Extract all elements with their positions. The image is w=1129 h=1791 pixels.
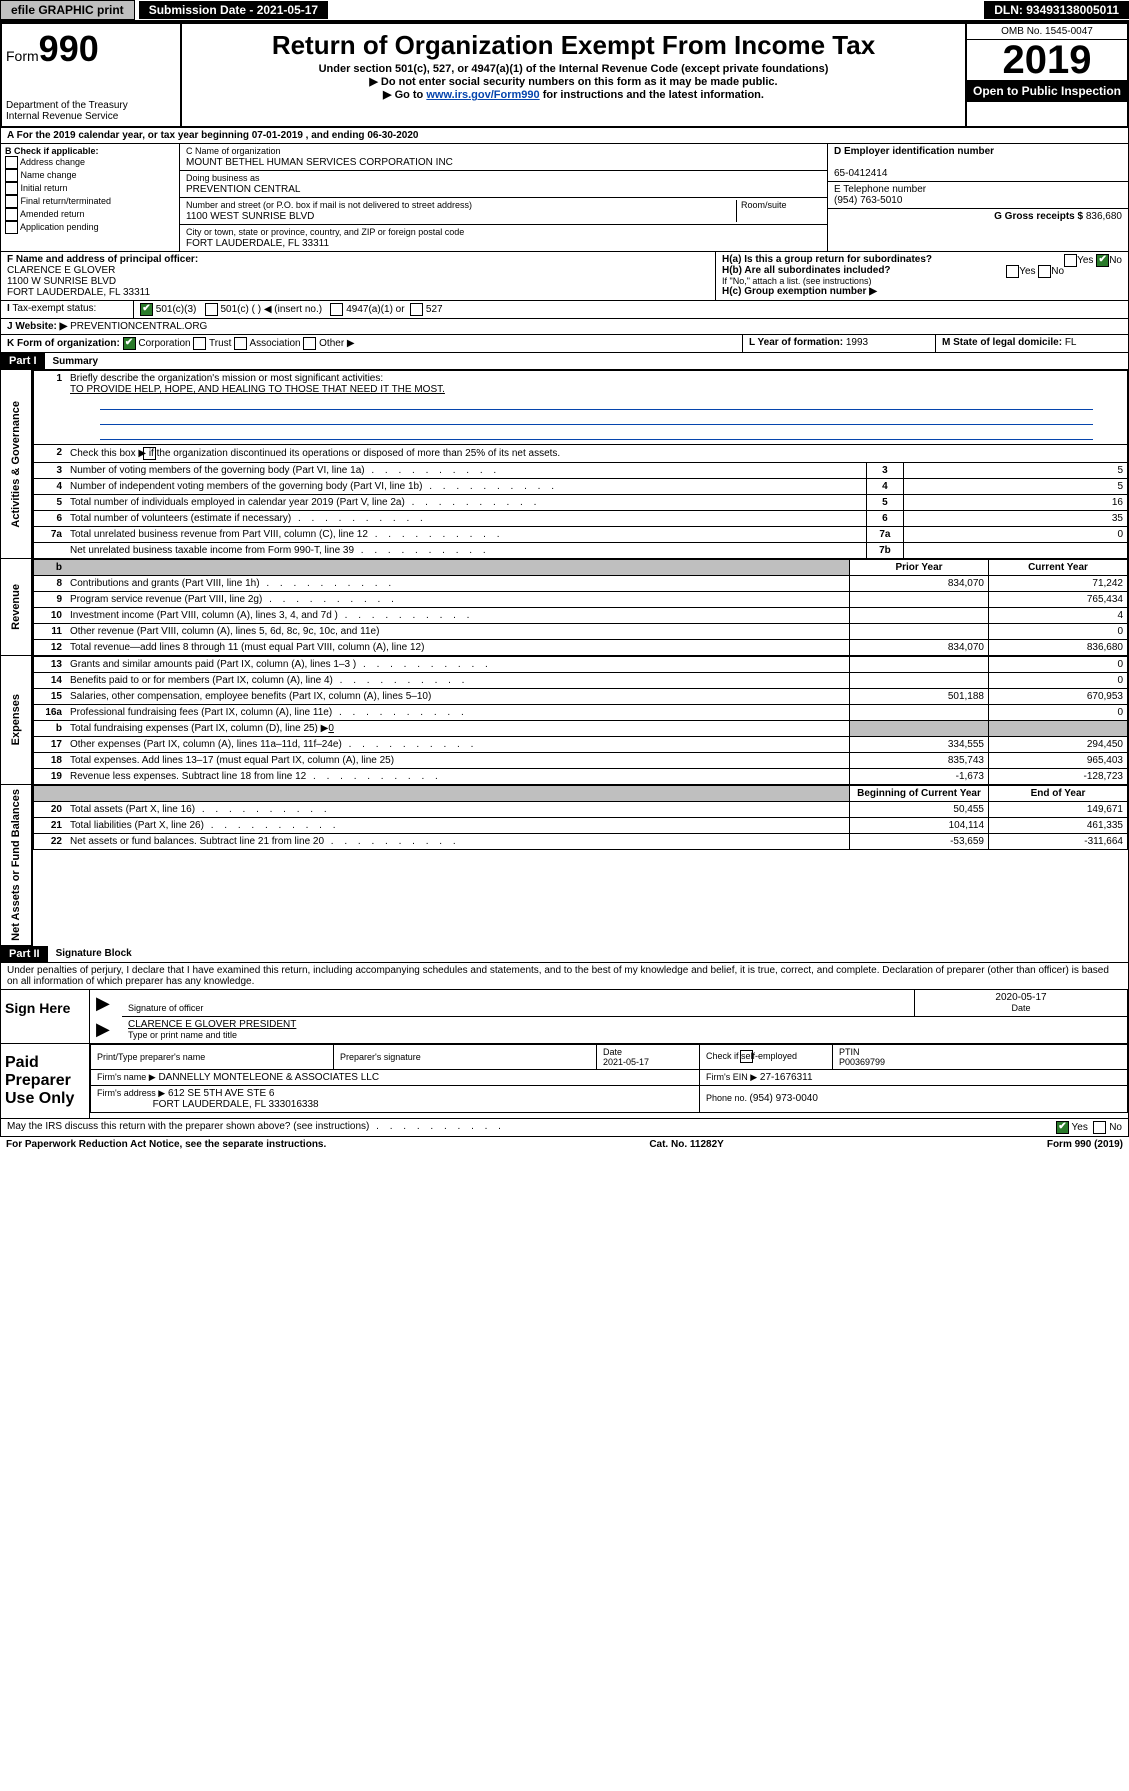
org-name: MOUNT BETHEL HUMAN SERVICES CORPORATION …	[186, 157, 453, 168]
org-address: 1100 WEST SUNRISE BLVD	[186, 211, 314, 222]
form-title: Return of Organization Exempt From Incom…	[186, 30, 961, 61]
revenue-section: Revenue bPrior YearCurrent Year 8Contrib…	[0, 559, 1129, 656]
check-501c[interactable]	[205, 303, 218, 316]
efile-button[interactable]: efile GRAPHIC print	[0, 0, 135, 20]
hb-yes[interactable]	[1006, 265, 1019, 278]
tax-year: 2019	[967, 40, 1127, 80]
sign-here-section: Sign Here ▶ Signature of officer 2020-05…	[0, 990, 1129, 1044]
governance-label: Activities & Governance	[8, 397, 24, 532]
hb-no[interactable]	[1038, 265, 1051, 278]
net-assets-label: Net Assets or Fund Balances	[8, 785, 24, 945]
check-assoc[interactable]	[234, 337, 247, 350]
irs-label: Internal Revenue Service	[6, 111, 176, 122]
check-527[interactable]	[410, 303, 423, 316]
org-dba: PREVENTION CENTRAL	[186, 184, 300, 195]
klm-row: K Form of organization: Corporation Trus…	[0, 335, 1129, 353]
irs-link[interactable]: www.irs.gov/Form990	[426, 89, 539, 101]
check-501c3[interactable]	[140, 303, 153, 316]
submission-date: Submission Date - 2021-05-17	[139, 1, 328, 19]
entity-info-grid: B Check if applicable: Address change Na…	[0, 144, 1129, 252]
check-corp[interactable]	[123, 337, 136, 350]
dln-label: DLN: 93493138005011	[984, 1, 1129, 19]
check-final-return[interactable]	[5, 195, 18, 208]
gross-receipts: 836,680	[1086, 211, 1122, 222]
officer-group-row: F Name and address of principal officer:…	[0, 252, 1129, 301]
check-4947[interactable]	[330, 303, 343, 316]
check-amended[interactable]	[5, 208, 18, 221]
ha-no[interactable]	[1096, 254, 1109, 267]
check-address-change[interactable]	[5, 156, 18, 169]
ha-yes[interactable]	[1064, 254, 1077, 267]
subtitle-3: ▶ Go to www.irs.gov/Form990 for instruct…	[186, 88, 961, 101]
check-name-change[interactable]	[5, 169, 18, 182]
check-trust[interactable]	[193, 337, 206, 350]
revenue-label: Revenue	[8, 580, 24, 634]
org-city: FORT LAUDERDALE, FL 33311	[186, 238, 329, 249]
perjury-text: Under penalties of perjury, I declare th…	[0, 963, 1129, 990]
part1-header: Part I Summary	[0, 353, 1129, 370]
form-header: Form990 Department of the Treasury Inter…	[0, 22, 1129, 128]
paid-preparer-section: Paid Preparer Use Only Print/Type prepar…	[0, 1044, 1129, 1119]
expenses-label: Expenses	[8, 690, 24, 749]
subtitle-1: Under section 501(c), 527, or 4947(a)(1)…	[186, 63, 961, 75]
governance-section: Activities & Governance 1 Briefly descri…	[0, 370, 1129, 559]
box-right: D Employer identification number 65-0412…	[828, 144, 1128, 251]
check-discontinued[interactable]	[143, 447, 156, 460]
website-value: PREVENTIONCENTRAL.ORG	[70, 321, 207, 332]
discuss-yes[interactable]	[1056, 1121, 1069, 1134]
check-self-employed[interactable]	[740, 1050, 753, 1063]
phone-value: (954) 763-5010	[834, 195, 902, 206]
subtitle-2: ▶ Do not enter social security numbers o…	[186, 75, 961, 88]
check-app-pending[interactable]	[5, 221, 18, 234]
website-row: J Website: ▶ PREVENTIONCENTRAL.ORG	[0, 319, 1129, 335]
box-c: C Name of organization MOUNT BETHEL HUMA…	[180, 144, 828, 251]
form-number: Form990	[6, 28, 176, 70]
discuss-no[interactable]	[1093, 1121, 1106, 1134]
top-bar: efile GRAPHIC print Submission Date - 20…	[0, 0, 1129, 22]
ein-value: 65-0412414	[834, 168, 887, 179]
line-a: A For the 2019 calendar year, or tax yea…	[0, 128, 1129, 144]
expenses-section: Expenses 13Grants and similar amounts pa…	[0, 656, 1129, 785]
check-initial-return[interactable]	[5, 182, 18, 195]
part2-header: Part II Signature Block	[0, 946, 1129, 963]
dept-label: Department of the Treasury	[6, 100, 176, 111]
open-public-badge: Open to Public Inspection	[967, 80, 1127, 102]
page-footer: For Paperwork Reduction Act Notice, see …	[0, 1137, 1129, 1152]
box-b: B Check if applicable: Address change Na…	[1, 144, 180, 251]
tax-exempt-row: I Tax-exempt status: 501(c)(3) 501(c) ( …	[0, 301, 1129, 319]
net-assets-section: Net Assets or Fund Balances Beginning of…	[0, 785, 1129, 946]
check-other[interactable]	[303, 337, 316, 350]
discuss-row: May the IRS discuss this return with the…	[0, 1119, 1129, 1137]
